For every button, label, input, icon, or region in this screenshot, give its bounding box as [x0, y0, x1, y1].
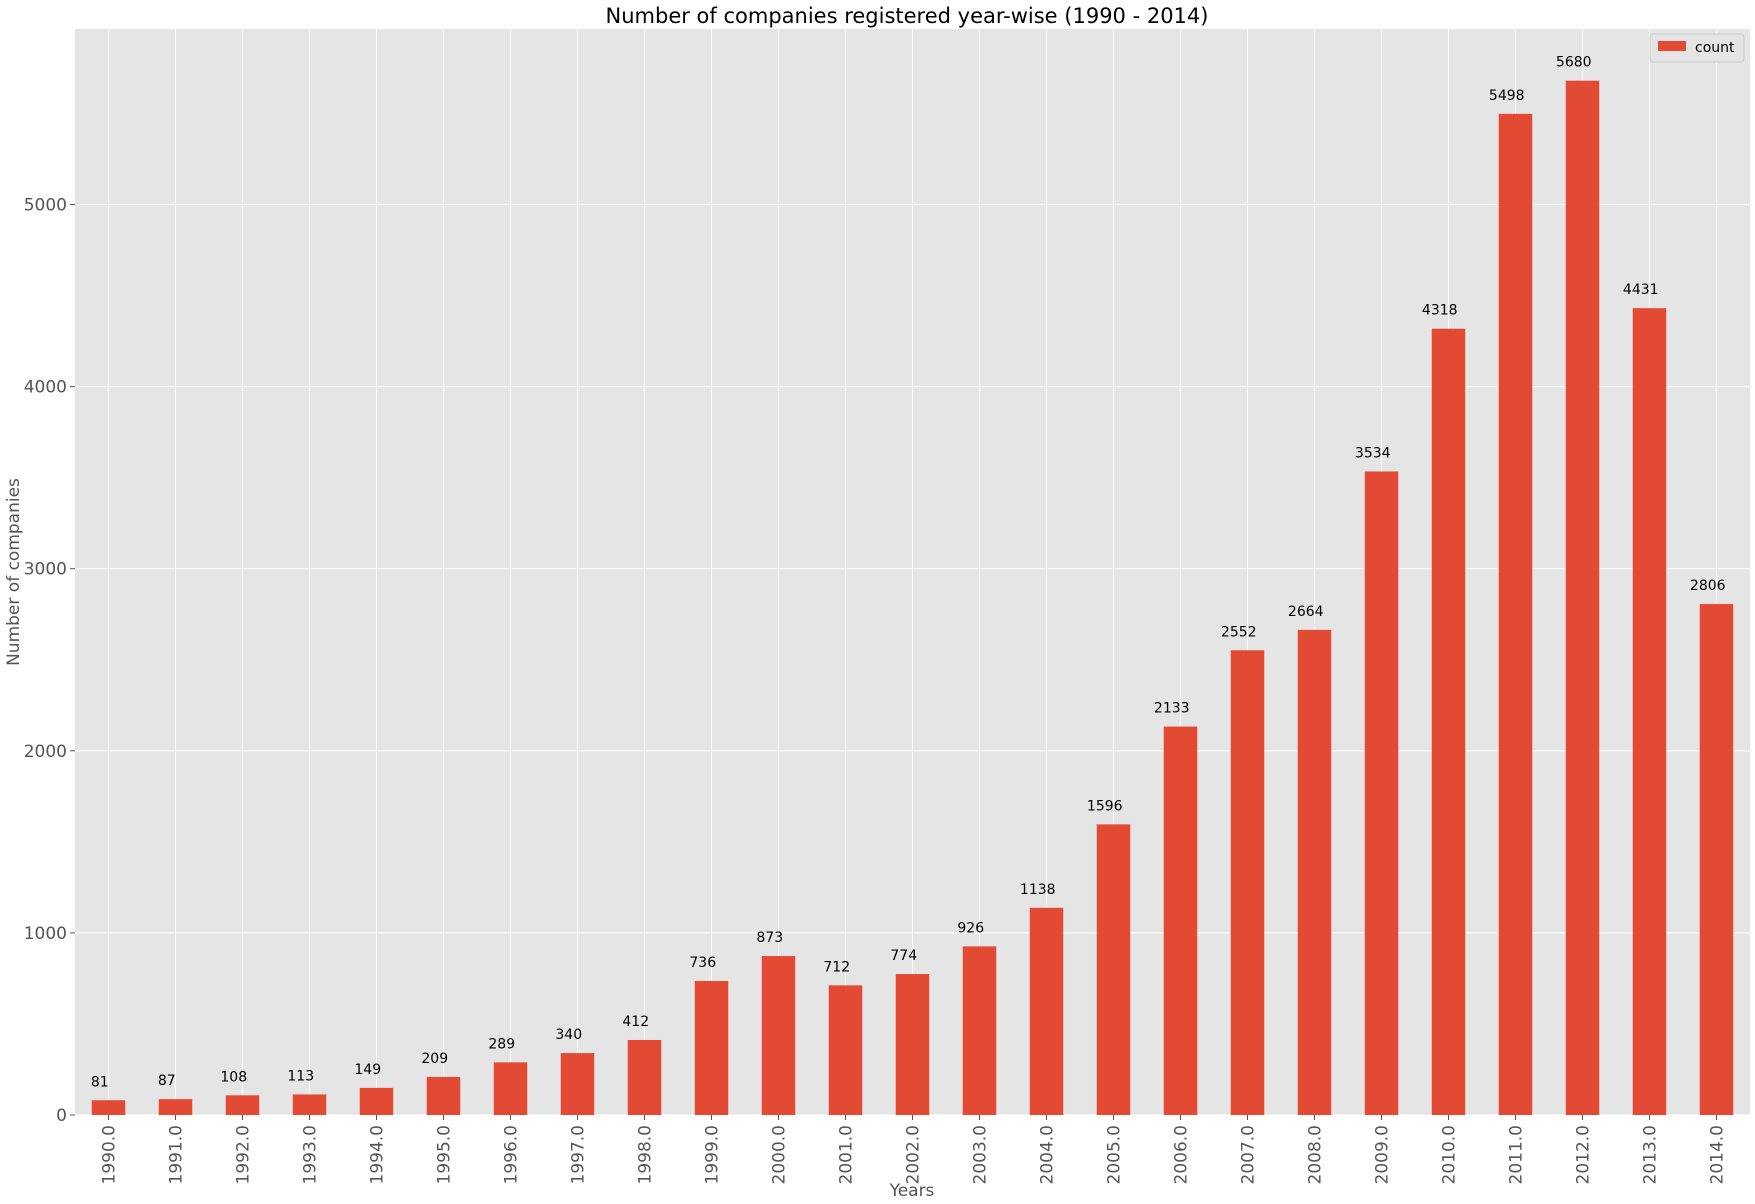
y-tick-label: 3000 [24, 560, 67, 580]
bar-2013.0 [1632, 308, 1667, 1115]
x-tick-label: 2007.0 [1239, 1125, 1259, 1184]
x-tick-label: 1995.0 [435, 1125, 455, 1184]
x-tick-label: 1998.0 [636, 1125, 656, 1184]
data-labels: 81 87 108 113 149 209 289 340 412 736 873 712 774 926… [91, 55, 1726, 1091]
bar-2003.0 [962, 946, 997, 1115]
x-axis-label: Years [889, 1181, 935, 1201]
y-axis-label: Number of companies [4, 478, 24, 666]
x-tick-label: 1994.0 [368, 1125, 388, 1184]
bar-2002.0 [895, 974, 930, 1115]
data-label-1998.0: 412 [622, 1014, 649, 1030]
x-tick-label: 2010.0 [1440, 1125, 1460, 1184]
y-tick-label: 0 [56, 1106, 67, 1126]
x-tick-label: 1990.0 [100, 1125, 120, 1184]
x-tick-label: 2001.0 [837, 1125, 857, 1184]
data-label-1999.0: 736 [689, 955, 716, 971]
chart-title: Number of companies registered year-wise… [606, 4, 1209, 28]
data-label-2010.0: 4318 [1422, 303, 1458, 319]
data-label-1997.0: 340 [555, 1027, 582, 1043]
data-label-2006.0: 2133 [1154, 701, 1190, 717]
bar-1994.0 [359, 1087, 394, 1115]
bar-1990.0 [91, 1100, 126, 1115]
x-tick-label: 2008.0 [1306, 1125, 1326, 1184]
x-axis: 1990.0 1991.0 1992.0 1993.0 1994.0 1995.0 1996… [100, 1115, 1728, 1184]
bar-2009.0 [1364, 471, 1399, 1115]
bar-2014.0 [1699, 604, 1734, 1115]
data-label-2008.0: 2664 [1288, 604, 1324, 620]
x-tick-label: 2002.0 [904, 1125, 924, 1184]
data-label-1996.0: 289 [488, 1036, 515, 1052]
x-tick-label: 2009.0 [1373, 1125, 1393, 1184]
bar-1995.0 [426, 1076, 461, 1115]
data-label-2001.0: 712 [823, 959, 850, 975]
data-label-2004.0: 1138 [1020, 882, 1056, 898]
data-label-2002.0: 774 [890, 948, 917, 964]
data-label-2014.0: 2806 [1690, 578, 1726, 594]
bar-1993.0 [292, 1094, 327, 1115]
x-tick-label: 1993.0 [301, 1125, 321, 1184]
data-label-2011.0: 5498 [1489, 88, 1525, 104]
bar-2012.0 [1565, 80, 1600, 1116]
legend-swatch [1658, 41, 1686, 51]
x-tick-label: 2012.0 [1574, 1125, 1594, 1184]
bar-2001.0 [828, 985, 863, 1115]
data-label-1993.0: 113 [287, 1068, 314, 1084]
x-tick-label: 2013.0 [1641, 1125, 1661, 1184]
bar-1998.0 [627, 1039, 662, 1115]
bar-2004.0 [1029, 907, 1064, 1115]
data-label-2003.0: 926 [957, 920, 984, 936]
bar-2006.0 [1163, 726, 1198, 1115]
bar-2005.0 [1096, 824, 1131, 1115]
data-label-2013.0: 4431 [1623, 282, 1659, 298]
x-tick-label: 2000.0 [770, 1125, 790, 1184]
data-label-1990.0: 81 [91, 1074, 109, 1090]
x-tick-label: 1992.0 [234, 1125, 254, 1184]
data-label-2005.0: 1596 [1087, 798, 1123, 814]
x-tick-label: 1999.0 [703, 1125, 723, 1184]
x-tick-label: 1991.0 [167, 1125, 187, 1184]
x-tick-label: 1997.0 [569, 1125, 589, 1184]
data-label-2009.0: 3534 [1355, 445, 1391, 461]
bar-1996.0 [493, 1062, 528, 1115]
bar-2011.0 [1498, 113, 1533, 1116]
bar-2007.0 [1230, 650, 1265, 1115]
legend-entry-count: count [1695, 40, 1735, 56]
legend: count [1649, 33, 1745, 63]
bar-1992.0 [225, 1095, 260, 1115]
y-tick-label: 2000 [24, 742, 67, 762]
bar-1999.0 [694, 980, 729, 1115]
x-tick-label: 1996.0 [502, 1125, 522, 1184]
y-tick-label: 4000 [24, 378, 67, 398]
x-tick-label: 2014.0 [1708, 1125, 1728, 1184]
data-label-1991.0: 87 [158, 1073, 176, 1089]
y-tick-label: 5000 [24, 196, 67, 216]
x-tick-label: 2005.0 [1105, 1125, 1125, 1184]
x-tick-label: 2006.0 [1172, 1125, 1192, 1184]
data-label-2000.0: 873 [756, 930, 783, 946]
bar-1991.0 [158, 1099, 193, 1115]
bar-2000.0 [761, 956, 796, 1115]
y-tick-label: 1000 [24, 924, 67, 944]
data-label-2007.0: 2552 [1221, 624, 1257, 640]
bar-2008.0 [1297, 629, 1332, 1115]
data-label-1994.0: 149 [354, 1062, 381, 1078]
bar-1997.0 [560, 1053, 595, 1115]
data-label-1995.0: 209 [421, 1051, 448, 1067]
x-tick-label: 2011.0 [1507, 1125, 1527, 1184]
x-tick-label: 2003.0 [971, 1125, 991, 1184]
y-axis: 0 1000 2000 3000 4000 5000 [24, 196, 75, 1126]
x-tick-label: 2004.0 [1038, 1125, 1058, 1184]
data-label-2012.0: 5680 [1556, 55, 1592, 71]
bars [91, 80, 1734, 1116]
data-label-1992.0: 108 [220, 1069, 247, 1085]
bar-2010.0 [1431, 328, 1466, 1115]
